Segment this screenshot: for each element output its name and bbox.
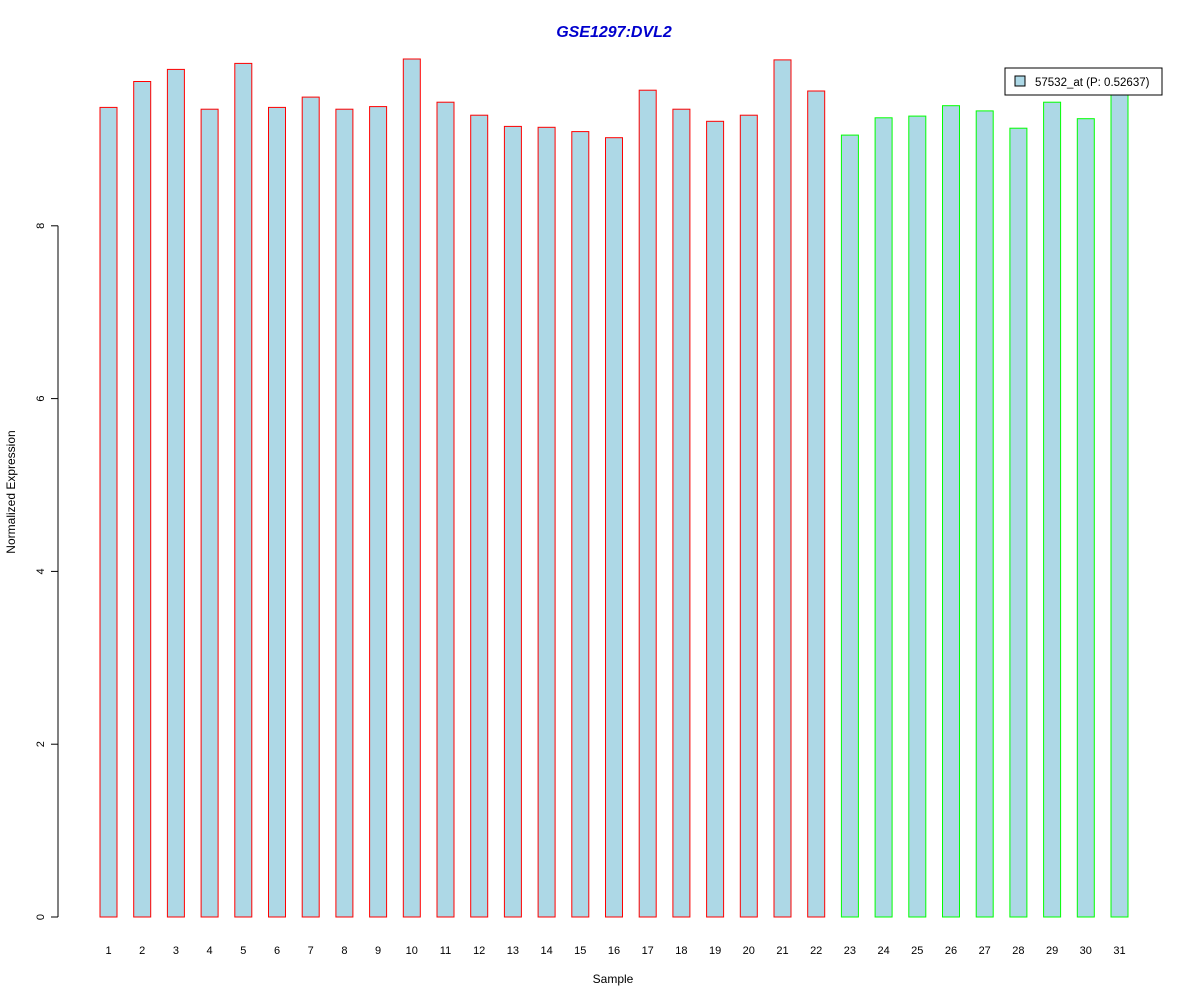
bar-sample-9: [369, 106, 388, 918]
x-tick-label: 4: [207, 945, 213, 957]
bar-sample-8: [335, 108, 354, 918]
bar-sample-13: [503, 125, 522, 918]
bar-sample-28: [1009, 127, 1028, 918]
bar-sample-20: [739, 114, 758, 918]
x-axis: 1 2 3 4 5 6 7 8 9 10 11 12 13 14 15 16 17 18 19 20 21 22 23 24 2…: [105, 945, 1125, 957]
y-axis: 0 2 4 6 8: [35, 223, 59, 920]
x-tick-label: 27: [979, 945, 991, 957]
x-tick-label: 25: [911, 945, 923, 957]
bar-sample-7: [301, 96, 320, 918]
x-tick-label: 10: [406, 945, 418, 957]
bar-sample-10: [402, 58, 421, 918]
x-tick-label: 26: [945, 945, 957, 957]
x-tick-label: 14: [540, 945, 552, 957]
x-tick-label: 28: [1012, 945, 1024, 957]
bar-sample-6: [268, 106, 286, 918]
y-tick-label: 6: [35, 396, 47, 402]
x-tick-label: 23: [844, 945, 856, 957]
x-tick-label: 6: [274, 945, 280, 957]
bar-sample-4: [200, 108, 219, 918]
bar-sample-31: [1110, 87, 1129, 918]
x-tick-label: 13: [507, 945, 519, 957]
bar-sample-14: [537, 126, 556, 918]
x-tick-label: 1: [105, 945, 111, 957]
bars-layer: [99, 58, 1129, 918]
bar-sample-26: [942, 105, 960, 918]
bar-sample-3: [166, 68, 185, 918]
legend: 57532_at (P: 0.52637): [1004, 67, 1163, 96]
y-tick-label: 0: [35, 914, 47, 920]
x-tick-label: 24: [877, 945, 889, 957]
x-tick-label: 18: [675, 945, 687, 957]
bar-sample-23: [840, 134, 859, 918]
bar-sample-2: [133, 81, 152, 918]
bar-sample-5: [234, 62, 253, 918]
bar-sample-21: [773, 59, 792, 918]
bar-sample-15: [571, 131, 590, 918]
x-tick-label: 31: [1113, 945, 1125, 957]
x-tick-label: 11: [440, 945, 451, 957]
x-tick-label: 2: [139, 945, 145, 957]
bar-sample-11: [436, 101, 455, 918]
x-tick-label: 12: [473, 945, 485, 957]
bar-sample-12: [470, 114, 489, 918]
x-tick-label: 19: [709, 945, 721, 957]
x-tick-label: 22: [810, 945, 822, 957]
x-tick-label: 3: [173, 945, 179, 957]
legend-box: [1004, 67, 1163, 96]
x-tick-label: 30: [1080, 945, 1092, 957]
bar-sample-25: [908, 115, 927, 918]
x-tick-label: 9: [375, 945, 381, 957]
bar-sample-18: [672, 108, 691, 918]
bar-sample-27: [975, 110, 994, 918]
x-tick-label: 16: [608, 945, 620, 957]
bar-sample-22: [807, 90, 826, 918]
x-tick-label: 5: [240, 945, 246, 957]
x-tick-label: 17: [642, 945, 654, 957]
bar-sample-17: [638, 89, 657, 918]
y-tick-label: 4: [35, 568, 47, 574]
x-tick-label: 20: [743, 945, 755, 957]
legend-swatch: [1014, 75, 1026, 87]
bar-sample-1: [99, 106, 118, 918]
x-axis-label: Sample: [593, 972, 634, 986]
y-axis-label: Normalized Expression: [4, 430, 18, 553]
legend-label: 57532_at (P: 0.52637): [1035, 77, 1150, 89]
bar-sample-30: [1076, 118, 1095, 918]
bar-sample-29: [1043, 101, 1062, 918]
x-tick-label: 21: [776, 945, 788, 957]
x-tick-label: 15: [574, 945, 586, 957]
x-tick-label: 8: [341, 945, 347, 957]
chart-title: GSE1297:DVL2: [556, 24, 672, 41]
bar-sample-24: [874, 117, 893, 918]
x-tick-label: 7: [308, 945, 314, 957]
y-tick-label: 8: [35, 223, 47, 229]
bar-sample-19: [706, 120, 725, 918]
x-tick-label: 29: [1046, 945, 1058, 957]
y-tick-label: 2: [35, 741, 47, 747]
bar-sample-16: [605, 137, 623, 918]
